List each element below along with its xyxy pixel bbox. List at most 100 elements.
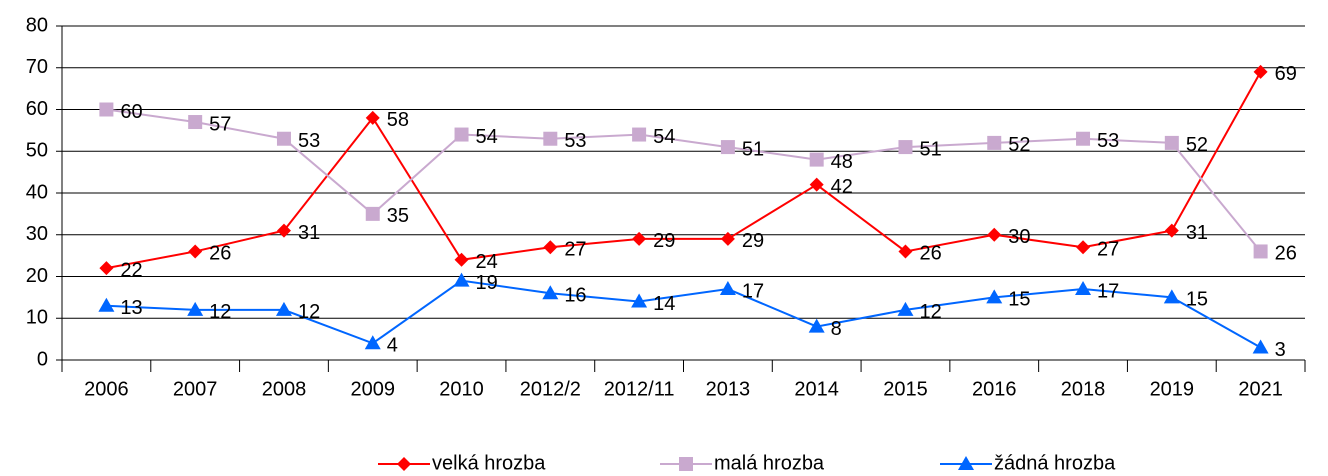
point bbox=[1163, 289, 1180, 304]
data-label: 60 bbox=[120, 101, 142, 123]
data-label: 52 bbox=[1008, 134, 1030, 156]
point bbox=[720, 140, 735, 155]
data-label: 53 bbox=[298, 130, 320, 152]
data-label: 24 bbox=[476, 251, 498, 273]
point bbox=[275, 301, 292, 316]
x-tick-label: 2021 bbox=[1238, 378, 1283, 400]
data-label: 8 bbox=[831, 318, 842, 340]
point bbox=[809, 152, 824, 167]
data-label: 26 bbox=[209, 243, 231, 265]
y-tick-label: 50 bbox=[26, 140, 48, 162]
data-label: 51 bbox=[742, 138, 764, 160]
data-label: 69 bbox=[1275, 63, 1297, 85]
x-tick-label: 2015 bbox=[883, 378, 928, 400]
data-label: 54 bbox=[476, 126, 498, 148]
point bbox=[543, 131, 558, 146]
data-label: 58 bbox=[387, 109, 409, 131]
data-label: 53 bbox=[1097, 130, 1119, 152]
data-label: 12 bbox=[919, 301, 941, 323]
y-tick-label: 0 bbox=[37, 348, 48, 370]
data-label: 42 bbox=[831, 176, 853, 198]
y-tick-label: 10 bbox=[26, 307, 48, 329]
point bbox=[98, 297, 115, 312]
point bbox=[542, 285, 559, 300]
point bbox=[188, 244, 203, 259]
point bbox=[1252, 339, 1269, 354]
data-label: 15 bbox=[1186, 289, 1208, 311]
legend-label: malá hrozba bbox=[714, 452, 825, 474]
point bbox=[543, 240, 558, 255]
y-tick-label: 30 bbox=[26, 223, 48, 245]
data-label: 27 bbox=[1097, 239, 1119, 261]
data-label: 17 bbox=[1097, 280, 1119, 302]
point bbox=[986, 289, 1003, 304]
point bbox=[987, 227, 1002, 242]
point bbox=[632, 127, 647, 142]
data-label: 31 bbox=[1186, 222, 1208, 244]
y-tick-label: 70 bbox=[26, 56, 48, 78]
point bbox=[365, 206, 380, 221]
point bbox=[454, 252, 469, 267]
data-label: 15 bbox=[1008, 289, 1030, 311]
data-label: 17 bbox=[742, 280, 764, 302]
data-label: 57 bbox=[209, 113, 231, 135]
x-tick-label: 2018 bbox=[1061, 378, 1106, 400]
x-tick-label: 2010 bbox=[439, 378, 484, 400]
data-label: 3 bbox=[1275, 339, 1286, 361]
y-tick-label: 80 bbox=[26, 14, 48, 36]
point bbox=[1253, 244, 1268, 259]
y-tick-label: 40 bbox=[26, 181, 48, 203]
point bbox=[1164, 223, 1179, 238]
point bbox=[898, 140, 913, 155]
y-tick-label: 20 bbox=[26, 265, 48, 287]
legend-marker bbox=[679, 457, 693, 471]
point bbox=[99, 261, 114, 276]
point bbox=[365, 110, 380, 125]
point bbox=[898, 244, 913, 259]
point bbox=[453, 272, 470, 287]
data-label: 29 bbox=[742, 230, 764, 252]
point bbox=[987, 135, 1002, 150]
point bbox=[897, 301, 914, 316]
data-label: 19 bbox=[476, 272, 498, 294]
point bbox=[188, 115, 203, 130]
point bbox=[631, 293, 648, 308]
data-label: 22 bbox=[120, 259, 142, 281]
x-tick-label: 2016 bbox=[972, 378, 1017, 400]
point bbox=[187, 301, 204, 316]
data-label: 27 bbox=[564, 239, 586, 261]
data-label: 52 bbox=[1186, 134, 1208, 156]
series-line bbox=[106, 71, 1262, 270]
x-tick-label: 2007 bbox=[173, 378, 218, 400]
point bbox=[1076, 131, 1091, 146]
point bbox=[1253, 64, 1268, 79]
x-tick-label: 2019 bbox=[1150, 378, 1195, 400]
x-tick-label: 2012/2 bbox=[520, 378, 581, 400]
data-label: 29 bbox=[653, 230, 675, 252]
legend-marker bbox=[958, 456, 974, 470]
data-label: 54 bbox=[653, 126, 675, 148]
data-label: 35 bbox=[387, 205, 409, 227]
x-tick-label: 2006 bbox=[84, 378, 129, 400]
data-label: 13 bbox=[120, 297, 142, 319]
point bbox=[719, 281, 736, 296]
point bbox=[808, 318, 825, 333]
series-line bbox=[106, 279, 1262, 349]
point bbox=[276, 223, 291, 238]
data-label: 53 bbox=[564, 130, 586, 152]
data-label: 12 bbox=[298, 301, 320, 323]
x-tick-label: 2014 bbox=[794, 378, 839, 400]
data-label: 30 bbox=[1008, 226, 1030, 248]
data-label: 4 bbox=[387, 335, 398, 357]
point bbox=[99, 102, 114, 117]
series-line bbox=[106, 108, 1262, 253]
x-tick-label: 2013 bbox=[706, 378, 751, 400]
legend-marker bbox=[397, 457, 411, 471]
point bbox=[1076, 240, 1091, 255]
point bbox=[1164, 135, 1179, 150]
point bbox=[632, 231, 647, 246]
point bbox=[276, 131, 291, 146]
point bbox=[454, 127, 469, 142]
data-label: 31 bbox=[298, 222, 320, 244]
